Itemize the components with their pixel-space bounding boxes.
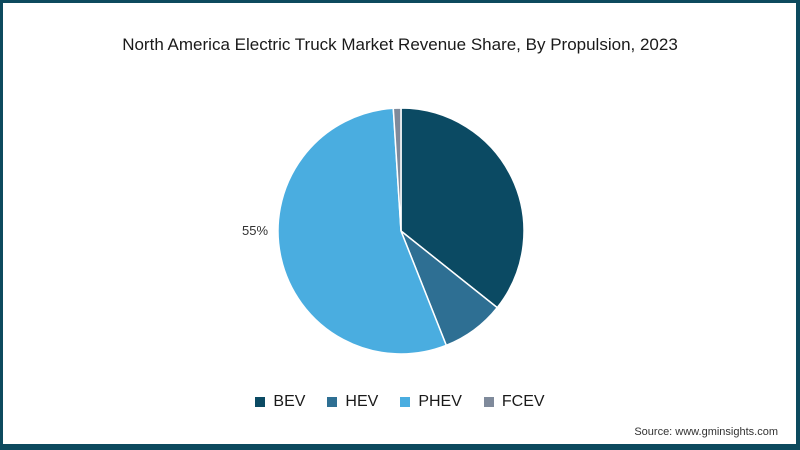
legend-label: BEV: [273, 393, 306, 410]
source-note: Source: www.gminsights.com: [634, 426, 778, 438]
legend-label: HEV: [345, 393, 379, 410]
legend-item-bev: BEV: [255, 393, 305, 411]
legend: BEV HEV PHEV FCEV: [0, 393, 800, 411]
pie-slice-bev: [400, 107, 525, 309]
chart-title: North America Electric Truck Market Reve…: [122, 35, 678, 54]
legend-item-fcev: FCEV: [483, 393, 545, 411]
phev-data-label: 55%: [242, 223, 269, 238]
legend-label: PHEV: [418, 393, 462, 410]
pie-slice-phev: [277, 107, 448, 355]
legend-item-phev: PHEV: [400, 393, 462, 411]
phev-swatch-icon: [400, 397, 411, 407]
pie-slices: [277, 107, 525, 355]
fcev-swatch-icon: [483, 397, 494, 407]
hev-swatch-icon: [327, 397, 338, 407]
legend-label: FCEV: [501, 393, 545, 410]
legend-item-hev: HEV: [327, 393, 378, 411]
pie-slice-fcev: [392, 107, 402, 232]
bev-swatch-icon: [255, 397, 266, 407]
